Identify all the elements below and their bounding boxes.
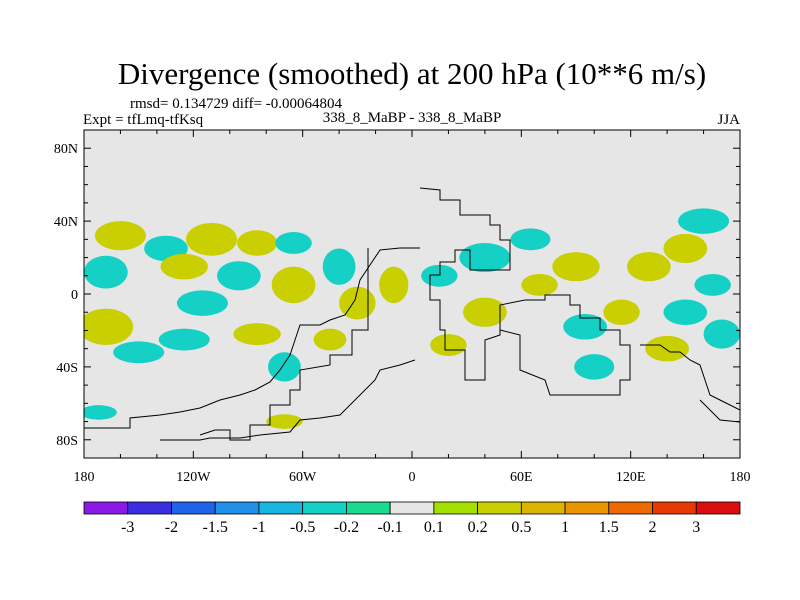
x-tick-label: 60E bbox=[510, 470, 533, 485]
colorbar-label: -0.2 bbox=[334, 519, 359, 536]
field-blob bbox=[322, 248, 356, 285]
y-tick-label: 0 bbox=[71, 288, 78, 303]
colorbar-swatch bbox=[695, 501, 741, 515]
continent-outline-australia bbox=[640, 344, 740, 411]
colorbar-swatch bbox=[389, 501, 435, 515]
colorbar-label: -2 bbox=[165, 519, 178, 536]
colorbar-swatch bbox=[433, 501, 479, 515]
field-blob bbox=[510, 228, 551, 251]
field-blob bbox=[94, 221, 146, 251]
field-blob bbox=[176, 290, 228, 316]
colorbar-swatch bbox=[520, 501, 566, 515]
y-tick-label: 40N bbox=[54, 215, 78, 230]
colorbar-swatch bbox=[608, 501, 653, 515]
field-blob bbox=[313, 328, 347, 351]
field-blob bbox=[563, 314, 607, 340]
colorbar-swatch bbox=[345, 501, 391, 515]
field-shading bbox=[84, 208, 740, 429]
x-tick-label: 180 bbox=[74, 470, 95, 485]
field-blob bbox=[645, 335, 689, 362]
colorbar-swatch bbox=[652, 501, 697, 515]
colorbar-swatch bbox=[214, 501, 260, 515]
field-blob bbox=[574, 354, 615, 380]
field-blob bbox=[663, 299, 708, 325]
field-blob bbox=[421, 264, 458, 287]
season-label: JJA bbox=[717, 112, 740, 128]
continent-outline-americas-inner bbox=[84, 247, 420, 429]
field-blob bbox=[268, 352, 301, 382]
continent-outline-antarctica bbox=[160, 359, 416, 441]
continent-outline-africa-europe bbox=[419, 187, 631, 396]
field-blob bbox=[271, 266, 316, 304]
field-blob bbox=[186, 222, 238, 256]
x-tick-label: 120E bbox=[616, 470, 646, 485]
field-blob bbox=[379, 266, 409, 304]
chart-title: Divergence (smoothed) at 200 hPa (10**6 … bbox=[118, 56, 706, 91]
field-blob bbox=[84, 308, 134, 346]
field-blob bbox=[603, 299, 640, 325]
expt-label: Expt = tfLmq-tfKsq bbox=[83, 112, 204, 128]
field-blob bbox=[339, 286, 376, 320]
field-blob bbox=[627, 252, 671, 282]
colorbar-label: 0.1 bbox=[424, 519, 444, 536]
colorbar-label: -0.5 bbox=[290, 519, 315, 536]
field-blob bbox=[160, 253, 208, 280]
colorbar-label: 3 bbox=[692, 519, 700, 536]
field-blob bbox=[521, 273, 558, 296]
field-blob bbox=[678, 208, 730, 234]
x-tick-label: 0 bbox=[409, 470, 416, 485]
field-blob bbox=[459, 242, 511, 273]
field-blob bbox=[663, 233, 708, 264]
field-blob bbox=[275, 232, 312, 254]
field-blob bbox=[113, 341, 165, 364]
colorbar-label: 1 bbox=[561, 519, 569, 536]
field-blob bbox=[217, 261, 261, 291]
stats-line: rmsd= 0.134729 diff= -0.00064804 bbox=[130, 96, 343, 112]
field-blob bbox=[266, 414, 303, 429]
continent-outline-south-pacific bbox=[699, 399, 740, 423]
colorbar-label: 1.5 bbox=[599, 519, 619, 536]
x-tick-label: 180 bbox=[730, 470, 751, 485]
colorbar-swatch bbox=[171, 501, 216, 515]
x-tick-label: 120W bbox=[176, 470, 211, 485]
y-tick-label: 40S bbox=[56, 361, 78, 376]
coastline-outline bbox=[84, 187, 740, 441]
field-blob bbox=[237, 230, 278, 256]
field-blob bbox=[552, 252, 600, 282]
colorbar-swatch bbox=[127, 501, 172, 515]
field-blob bbox=[463, 297, 507, 327]
colorbar-label: -1 bbox=[252, 519, 265, 536]
field-blob bbox=[430, 334, 467, 356]
field-blob bbox=[694, 273, 731, 296]
x-tick-label: 60W bbox=[289, 470, 317, 485]
field-blob bbox=[84, 405, 117, 420]
colorbar: -3 -2 -1.5 -1 -0.5 -0.2 -0.1 0.1 0.2 0.5 1 1.5 2 3 bbox=[83, 501, 741, 536]
field-blob bbox=[233, 323, 281, 346]
colorbar-label: -3 bbox=[121, 519, 134, 536]
colorbar-swatch bbox=[477, 501, 522, 515]
plot-background bbox=[84, 130, 740, 458]
colorbar-swatch bbox=[564, 501, 610, 515]
colorbar-label: 2 bbox=[649, 519, 657, 536]
colorbar-label: 0.2 bbox=[468, 519, 488, 536]
colorbar-label: 0.5 bbox=[511, 519, 531, 536]
case-label: 338_8_MaBP - 338_8_MaBP bbox=[323, 110, 502, 126]
axis-ticks: 180 120W 60W 0 60E 120E 180 80N 40N 0 40S 80S bbox=[54, 130, 751, 485]
field-blob bbox=[703, 319, 740, 349]
colorbar-swatch bbox=[83, 501, 129, 515]
field-blob bbox=[84, 255, 128, 289]
y-tick-label: 80S bbox=[56, 434, 78, 449]
colorbar-swatch bbox=[302, 501, 347, 515]
colorbar-label: -1.5 bbox=[203, 519, 228, 536]
colorbar-swatch bbox=[258, 501, 304, 515]
y-tick-label: 80N bbox=[54, 142, 78, 157]
field-blob bbox=[158, 328, 210, 351]
colorbar-label: -0.1 bbox=[377, 519, 402, 536]
